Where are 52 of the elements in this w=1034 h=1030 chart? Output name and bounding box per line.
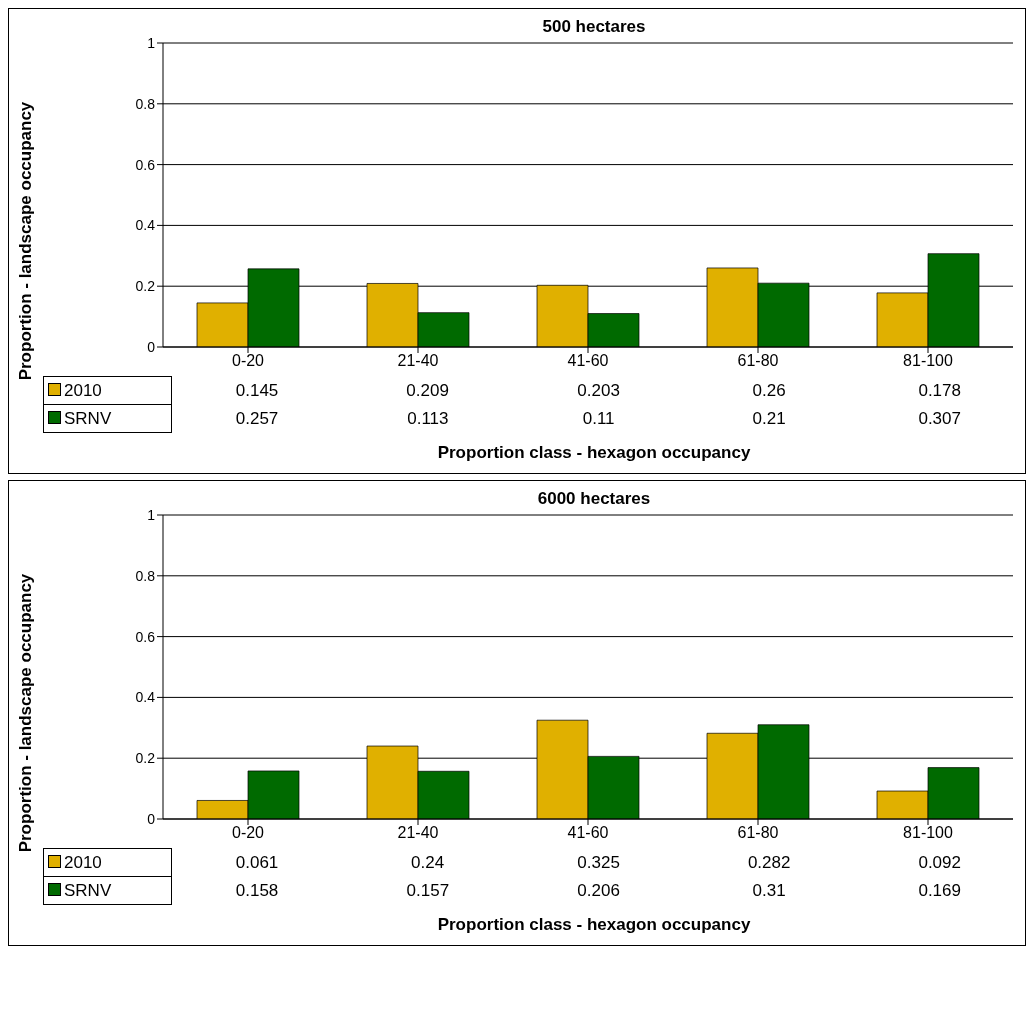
x-tick-label: 61-80 — [737, 352, 779, 370]
y-tick-label: 0.6 — [135, 628, 156, 645]
y-tick-label: 0 — [147, 810, 156, 827]
x-tick-label: 41-60 — [567, 352, 609, 370]
data-label: 0.157 — [405, 879, 451, 902]
x-tick-label: 21-40 — [397, 352, 439, 370]
data-label: 0.145 — [171, 376, 343, 405]
y-axis-title: Proportion - landscape occupancy — [16, 101, 36, 381]
y-tick-label: 0.8 — [135, 567, 156, 584]
x-tick-label: 0-20 — [231, 824, 265, 842]
data-label: 0.169 — [917, 879, 962, 902]
data-label: 0.31 — [751, 879, 787, 902]
x-axis-title: Proportion class - hexagon occupancy — [436, 443, 752, 463]
legend-label: 2010 — [63, 380, 102, 400]
legend-label: 2010 — [63, 852, 102, 872]
data-label: 0.158 — [171, 876, 343, 905]
data-label: 0.092 — [917, 851, 962, 874]
x-tick-label: 81-100 — [903, 824, 954, 842]
data-label: 0.209 — [405, 379, 450, 402]
legend-label: SRNV — [63, 880, 112, 900]
legend-label: SRNV — [63, 408, 112, 428]
y-tick-label: 0.4 — [135, 689, 156, 706]
x-tick-label: 0-20 — [231, 352, 265, 370]
chart-title: 6000 hectares — [537, 489, 651, 508]
data-label: 0.282 — [746, 851, 792, 874]
data-label: 0.21 — [751, 407, 787, 430]
data-label: 0.24 — [410, 851, 446, 874]
y-tick-label: 1 — [147, 506, 156, 523]
x-tick-label: 61-80 — [737, 824, 779, 842]
data-label: 0.178 — [917, 379, 962, 402]
data-label: 0.325 — [576, 851, 621, 874]
y-tick-label: 0.6 — [135, 156, 156, 173]
x-axis-title: Proportion class - hexagon occupancy — [436, 915, 752, 935]
y-tick-label: 0.2 — [135, 278, 156, 295]
data-label: 0.307 — [917, 407, 962, 430]
x-tick-label: 21-40 — [397, 824, 439, 842]
data-label: 0.257 — [171, 404, 343, 433]
data-label: 0.203 — [576, 379, 621, 402]
x-tick-label: 41-60 — [567, 824, 609, 842]
data-label: 0.113 — [406, 407, 450, 430]
x-tick-label: 81-100 — [903, 352, 954, 370]
y-tick-label: 0.8 — [135, 95, 156, 112]
data-label: 0.11 — [581, 407, 616, 430]
y-tick-label: 1 — [147, 34, 156, 51]
y-tick-label: 0.4 — [135, 217, 156, 234]
y-tick-label: 0 — [147, 338, 156, 355]
chart-title: 500 hectares — [542, 17, 646, 36]
data-label: 0.061 — [171, 848, 343, 877]
y-tick-label: 0.2 — [135, 750, 156, 767]
data-label: 0.26 — [751, 379, 787, 402]
y-axis-title: Proportion - landscape occupancy — [16, 573, 36, 853]
data-label: 0.206 — [576, 879, 621, 902]
